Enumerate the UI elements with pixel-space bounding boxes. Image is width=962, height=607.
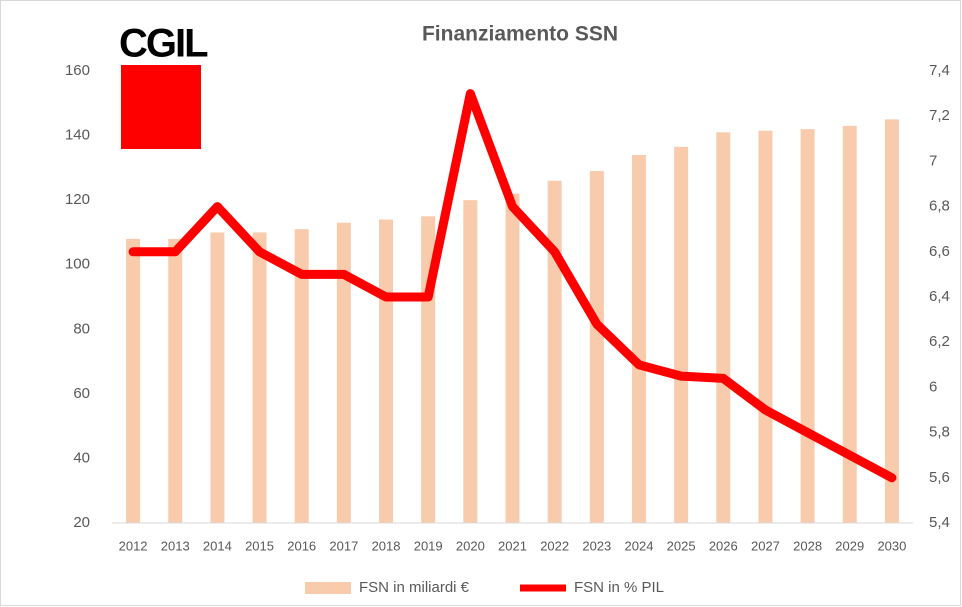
bar: [716, 132, 731, 524]
bar: [547, 180, 562, 523]
y-tick-label: 60: [73, 385, 90, 402]
x-tick-label: 2028: [793, 538, 822, 553]
logo-square: [121, 65, 201, 149]
bar: [758, 130, 773, 523]
y2-tick-label: 5,4: [929, 514, 950, 531]
y2-tick-label: 6,2: [929, 333, 950, 350]
bar: [884, 119, 899, 523]
x-tick-label: 2019: [414, 538, 443, 553]
y2-tick-label: 5,8: [929, 424, 950, 441]
legend-label: FSN in % PIL: [574, 579, 664, 596]
x-tick-label: 2020: [456, 538, 485, 553]
x-tick-label: 2022: [540, 538, 569, 553]
x-tick-label: 2025: [667, 538, 696, 553]
bar: [505, 193, 520, 523]
bar: [294, 229, 309, 523]
logo-text: CGIL: [119, 22, 208, 66]
x-tick-label: 2026: [709, 538, 738, 553]
bar: [252, 232, 267, 523]
x-tick-label: 2029: [835, 538, 864, 553]
bar: [336, 222, 351, 523]
y-tick-label: 100: [65, 256, 90, 273]
y2-tick-label: 7,4: [929, 62, 950, 79]
x-tick-label: 2014: [203, 538, 232, 553]
bar: [842, 125, 857, 523]
x-tick-label: 2027: [751, 538, 780, 553]
bar: [379, 219, 394, 523]
line: [128, 89, 897, 483]
y2-tick-label: 6,8: [929, 198, 950, 215]
y-tick-label: 160: [65, 62, 90, 79]
y-tick-label: 120: [65, 191, 90, 208]
x-tick-label: 2030: [877, 538, 906, 553]
x-tick-label: 2024: [625, 538, 654, 553]
x-tick-label: 2018: [372, 538, 401, 553]
bar: [800, 129, 815, 523]
bar: [463, 200, 478, 523]
x-tick-label: 2017: [329, 538, 358, 553]
x-tick-label: 2012: [119, 538, 148, 553]
y2-tick-label: 6,4: [929, 288, 950, 305]
y-tick-label: 80: [73, 320, 90, 337]
x-tick-label: 2016: [287, 538, 316, 553]
y2-tick-label: 7,2: [929, 107, 950, 124]
bar: [126, 238, 141, 523]
y2-tick-label: 6,6: [929, 243, 950, 260]
x-tick-label: 2013: [161, 538, 190, 553]
y-tick-label: 140: [65, 127, 90, 144]
y2-tick-label: 5,6: [929, 469, 950, 486]
legend-label: FSN in miliardi €: [359, 579, 470, 596]
x-tick-label: 2023: [582, 538, 611, 553]
bar: [631, 154, 646, 523]
y-tick-label: 20: [73, 514, 90, 531]
y2-tick-label: 6: [929, 378, 937, 395]
y-tick-label: 40: [73, 449, 90, 466]
bar: [589, 171, 604, 524]
bar: [168, 238, 183, 523]
chart-title: Finanziamento SSN: [422, 23, 618, 46]
x-tick-label: 2021: [498, 538, 527, 553]
bar: [674, 146, 689, 523]
bar: [210, 232, 225, 523]
y2-tick-label: 7: [929, 152, 937, 169]
x-tick-label: 2015: [245, 538, 274, 553]
legend-swatch: [305, 582, 351, 594]
